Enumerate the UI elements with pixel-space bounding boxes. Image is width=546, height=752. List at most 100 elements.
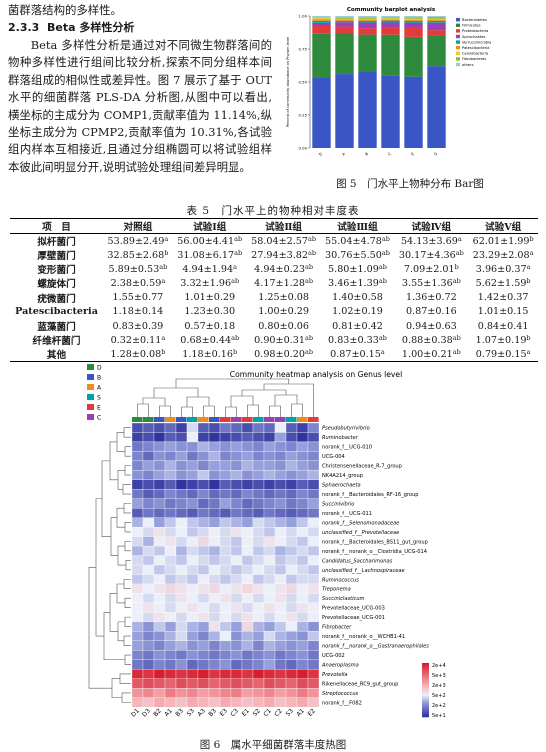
bar-segment [358, 28, 377, 35]
heatmap-cell [263, 593, 276, 604]
significance-letter: ab [381, 235, 390, 243]
heatmap-cell [131, 432, 144, 443]
heatmap-cell [230, 517, 243, 528]
heatmap-cell [307, 612, 320, 623]
heatmap-cell [307, 697, 320, 708]
legend-swatch [456, 34, 460, 39]
heatmap-cell [263, 678, 276, 689]
abundance-value: 1.18±0.14 [112, 306, 164, 318]
colorbar-label: 2e+4 [432, 663, 446, 669]
heatmap-cell [285, 650, 298, 660]
heatmap-cell [230, 583, 243, 594]
sample-label: B2 [152, 707, 163, 718]
bar-segment [335, 16, 354, 18]
abundance-value: 4.94±1.94 [182, 264, 234, 276]
heatmap-cell [164, 432, 177, 443]
heatmap-cell [208, 621, 221, 632]
heatmap-cell [142, 432, 155, 443]
heatmap-cell [230, 659, 243, 670]
significance-letter: b [526, 334, 531, 343]
heatmap-cell [285, 545, 298, 556]
genus-label: Ruminobacter [322, 435, 359, 441]
abundance-cell: 1.40±0.58 [321, 291, 395, 305]
heatmap-cell [241, 432, 254, 443]
abundance-cell: 32.85±2.68b [103, 248, 173, 262]
heatmap-cell [175, 650, 188, 660]
bar-segment [404, 19, 423, 21]
heatmap-cell [307, 574, 320, 585]
heatmap-cell [142, 555, 155, 566]
bar-segment [335, 26, 354, 34]
bar-segment [427, 18, 446, 20]
heatmap-cell [208, 441, 221, 452]
heatmap-cell [307, 422, 320, 433]
heatmap-cell [241, 517, 254, 528]
heatmap-cell [197, 697, 210, 708]
heatmap-cell [263, 470, 276, 480]
phylum-name: 其他 [46, 350, 67, 362]
table5-caption: 表 5 门水平上的物种相对丰度表 [186, 205, 360, 217]
heatmap-cell [274, 451, 287, 462]
group-swatch [87, 374, 94, 380]
sample-label: S3 [285, 707, 295, 717]
heatmap-cell [142, 498, 155, 509]
abundance-value: 0.57±0.18 [184, 320, 236, 332]
heatmap-cell [197, 545, 210, 556]
significance-letter: a [233, 263, 238, 272]
heatmap-cell [263, 432, 276, 443]
abundance-value: 4.94±0.23 [254, 264, 305, 276]
heatmap-cell [307, 441, 320, 452]
heatmap-cell [285, 593, 298, 604]
heatmap-cell [175, 441, 188, 452]
colorbar-step [422, 668, 429, 671]
heatmap-cell [263, 612, 276, 623]
heatmap-cell [175, 489, 188, 499]
heatmap-cell [241, 697, 254, 708]
significance-letter: a [457, 235, 462, 243]
heatmap-cell [285, 517, 298, 528]
column-dendrogram [137, 378, 314, 417]
colorbar-step [422, 704, 429, 707]
abundance-cell: 23.29±2.08a [468, 248, 538, 262]
heatmap-cell [197, 621, 210, 632]
heatmap-cell [296, 574, 309, 585]
bar-segment [312, 22, 331, 27]
heatmap-cell [230, 441, 243, 452]
heatmap-cell [208, 470, 221, 480]
heatmap-cell [131, 640, 144, 651]
heatmap-cell [164, 422, 177, 433]
bar-segment [381, 20, 400, 23]
heatmap-cell [285, 621, 298, 632]
heatmap-cell [296, 536, 309, 547]
abundance-value: 58.04±2.57 [251, 236, 308, 247]
significance-letter: b [161, 348, 166, 357]
group-swatch [87, 384, 94, 390]
heatmap-cell [153, 441, 166, 452]
heatmap-cell [153, 678, 166, 689]
heatmap-cell [307, 678, 320, 689]
genus-label: norank_f__UCG-011 [322, 511, 372, 517]
heatmap-cell [197, 498, 210, 509]
bar-segment [381, 16, 400, 18]
bar-segment [312, 26, 331, 34]
heatmap-cell [274, 602, 287, 613]
colorbar-step [422, 711, 429, 714]
heatmap-cell [285, 659, 298, 670]
heatmap-cell [153, 508, 166, 518]
heatmap-cell [307, 489, 320, 499]
bar-segment [358, 22, 377, 29]
significance-letter: ab [304, 348, 313, 357]
heatmap-cell [252, 564, 265, 575]
heatmap-cell [186, 621, 199, 632]
table-header-cell: 试验Ⅳ组 [411, 222, 452, 233]
abundance-value: 0.83±0.39 [112, 320, 164, 332]
x-tick-label: S [433, 151, 439, 157]
colorbar-step [422, 700, 429, 703]
colorbar-step [422, 698, 429, 700]
heatmap-cell [131, 470, 144, 480]
heatmap-cell [208, 564, 221, 575]
abundance-value: 62.01±1.99 [472, 236, 530, 247]
abundance-cell: 1.36±0.72 [394, 291, 468, 305]
heatmap-cell [175, 555, 188, 566]
significance-letter: ab [378, 334, 387, 343]
